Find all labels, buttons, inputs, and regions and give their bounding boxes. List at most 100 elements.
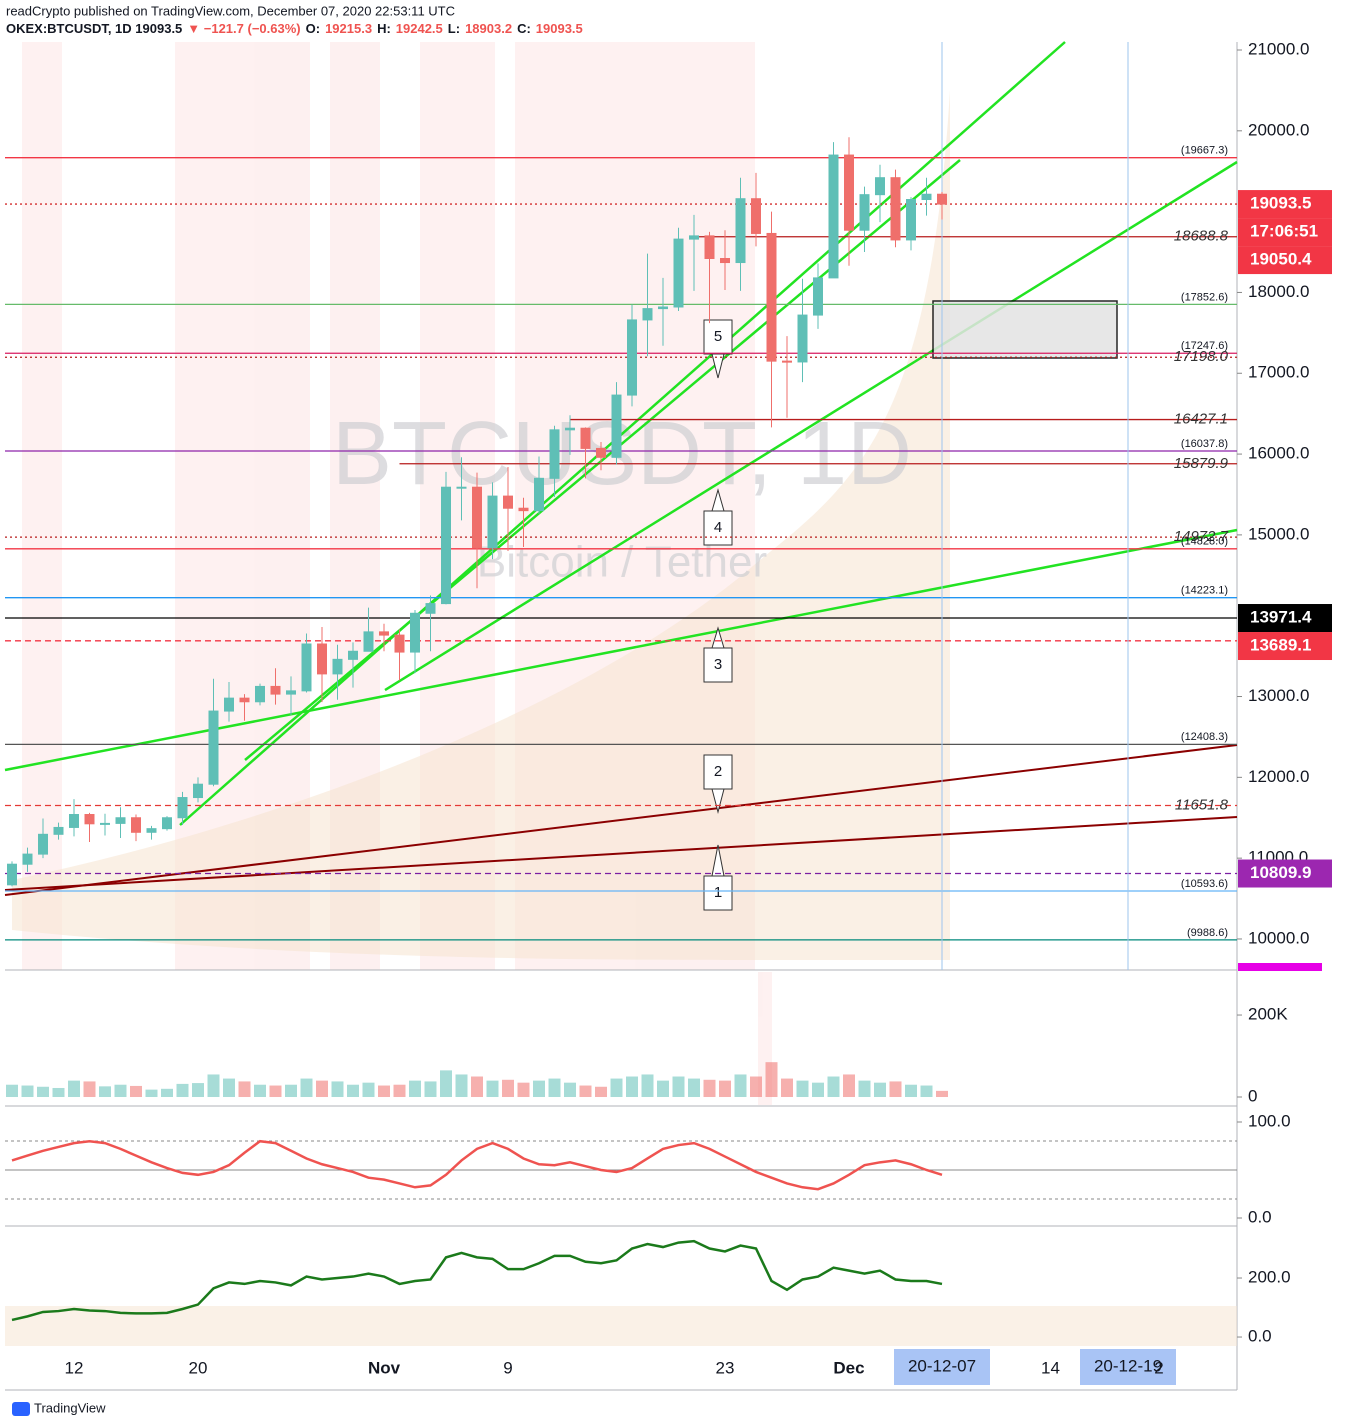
date-badge <box>894 1349 990 1385</box>
candle-body <box>890 177 901 241</box>
volume-bar <box>533 1080 545 1098</box>
symbol-part: H: <box>377 21 391 36</box>
zone-box <box>932 300 1118 359</box>
x-tick-label: 20 <box>189 1358 208 1377</box>
volume-bar <box>99 1086 111 1098</box>
volume-bar <box>502 1079 514 1098</box>
level-label: 18688.8 <box>1174 228 1229 245</box>
candle-body <box>22 853 33 865</box>
trendline <box>384 160 1238 692</box>
candle-body <box>549 429 560 479</box>
trendline <box>4 816 1238 891</box>
volume-bar <box>455 1074 468 1098</box>
candle-body <box>7 863 17 886</box>
candle-body <box>348 650 358 660</box>
price-badge-label: 19093.5 <box>1250 194 1311 213</box>
volume-bar <box>161 1088 173 1098</box>
volume-bar <box>719 1080 731 1098</box>
marker <box>1238 963 1322 971</box>
candle-body <box>580 427 591 449</box>
oscillator-line <box>11 1239 943 1322</box>
x-tick-label: 12 <box>65 1358 84 1377</box>
candle-body <box>813 277 823 316</box>
volume-bar <box>765 1062 778 1098</box>
level-label: (17852.6) <box>1181 291 1228 303</box>
candle-body <box>518 507 529 512</box>
trendline <box>244 159 961 761</box>
level-label: (16037.8) <box>1181 438 1228 450</box>
level-label: (14828.0) <box>1181 536 1228 548</box>
candle-body <box>844 154 854 231</box>
volume-bar <box>486 1080 499 1098</box>
candle-body <box>828 154 839 279</box>
volume-bar <box>409 1080 421 1098</box>
candle-body <box>317 643 327 675</box>
volume-bar <box>192 1083 204 1098</box>
date-badge <box>1080 1349 1176 1385</box>
candle-body <box>208 710 219 785</box>
date-badge-label: 20-12-07 <box>908 1356 976 1375</box>
footer: TradingView <box>34 1400 106 1415</box>
price-badge <box>1238 604 1332 633</box>
price-badge <box>1238 190 1332 219</box>
symbol-part: 19242.5 <box>396 21 443 36</box>
stripe <box>22 42 62 970</box>
volume-bar <box>610 1078 623 1098</box>
volume-bar <box>316 1080 328 1098</box>
wave-callout <box>703 754 733 814</box>
volume-bar <box>130 1085 142 1098</box>
volume-bar <box>827 1076 840 1098</box>
level-label: 16427.1 <box>1174 411 1228 428</box>
candle-body <box>766 232 777 362</box>
volume-bar <box>238 1081 251 1098</box>
volume-bar <box>300 1078 313 1098</box>
volume-bar <box>920 1085 933 1098</box>
price-badge <box>1238 859 1332 888</box>
price-badge-label: 13689.1 <box>1250 636 1311 655</box>
symbol-part: 19215.3 <box>325 21 372 36</box>
volume-bar <box>874 1082 886 1098</box>
candle-body <box>410 612 420 653</box>
candle-body <box>642 308 653 321</box>
candle-body <box>565 427 575 431</box>
wave-labels <box>703 319 733 911</box>
symbol-part: 19093.5 <box>536 21 583 36</box>
candle-body <box>224 697 234 712</box>
candle-body <box>332 658 343 675</box>
y-tick-label: 15000.0 <box>1248 524 1309 543</box>
candle-body <box>379 631 389 636</box>
volume-bar <box>6 1084 18 1098</box>
y-tick-label: 10000.0 <box>1248 928 1309 947</box>
candle-body <box>193 783 203 799</box>
level-label: 15879.9 <box>1174 455 1229 472</box>
y-tick-label: 0 <box>1248 1086 1257 1105</box>
candle-body <box>456 486 467 489</box>
volume-bar <box>424 1081 437 1098</box>
wave-label: 1 <box>714 884 722 901</box>
candle-body <box>859 194 870 231</box>
volume-bar <box>347 1084 359 1098</box>
candle-body <box>177 797 188 819</box>
x-tick-label: Dec <box>833 1358 864 1377</box>
candle-body <box>751 198 761 234</box>
volume-bar <box>812 1082 824 1098</box>
wave-callout <box>703 488 733 546</box>
x-tick-label: 2 <box>1154 1358 1163 1377</box>
wave-label: 4 <box>714 519 722 536</box>
volume-bar <box>750 1076 762 1098</box>
candle-body <box>84 814 95 825</box>
volume-bar <box>83 1081 96 1098</box>
volume-bar <box>440 1070 452 1098</box>
volume-bar <box>145 1089 158 1098</box>
volume-bar <box>207 1074 220 1098</box>
wave-callout <box>703 319 733 379</box>
volume-bar <box>471 1076 483 1098</box>
symbol-line: OKEX:BTCUSDT, 1D 19093.5 ▼ −121.7 (−0.63%… <box>6 21 583 36</box>
candle-body <box>286 690 296 695</box>
symbol-part: O: <box>306 21 320 36</box>
price-badge <box>1238 632 1332 661</box>
volume-bar <box>688 1078 700 1098</box>
volume-bar <box>68 1080 80 1098</box>
symbol-part: L: <box>448 21 460 36</box>
candle-body <box>937 193 947 205</box>
